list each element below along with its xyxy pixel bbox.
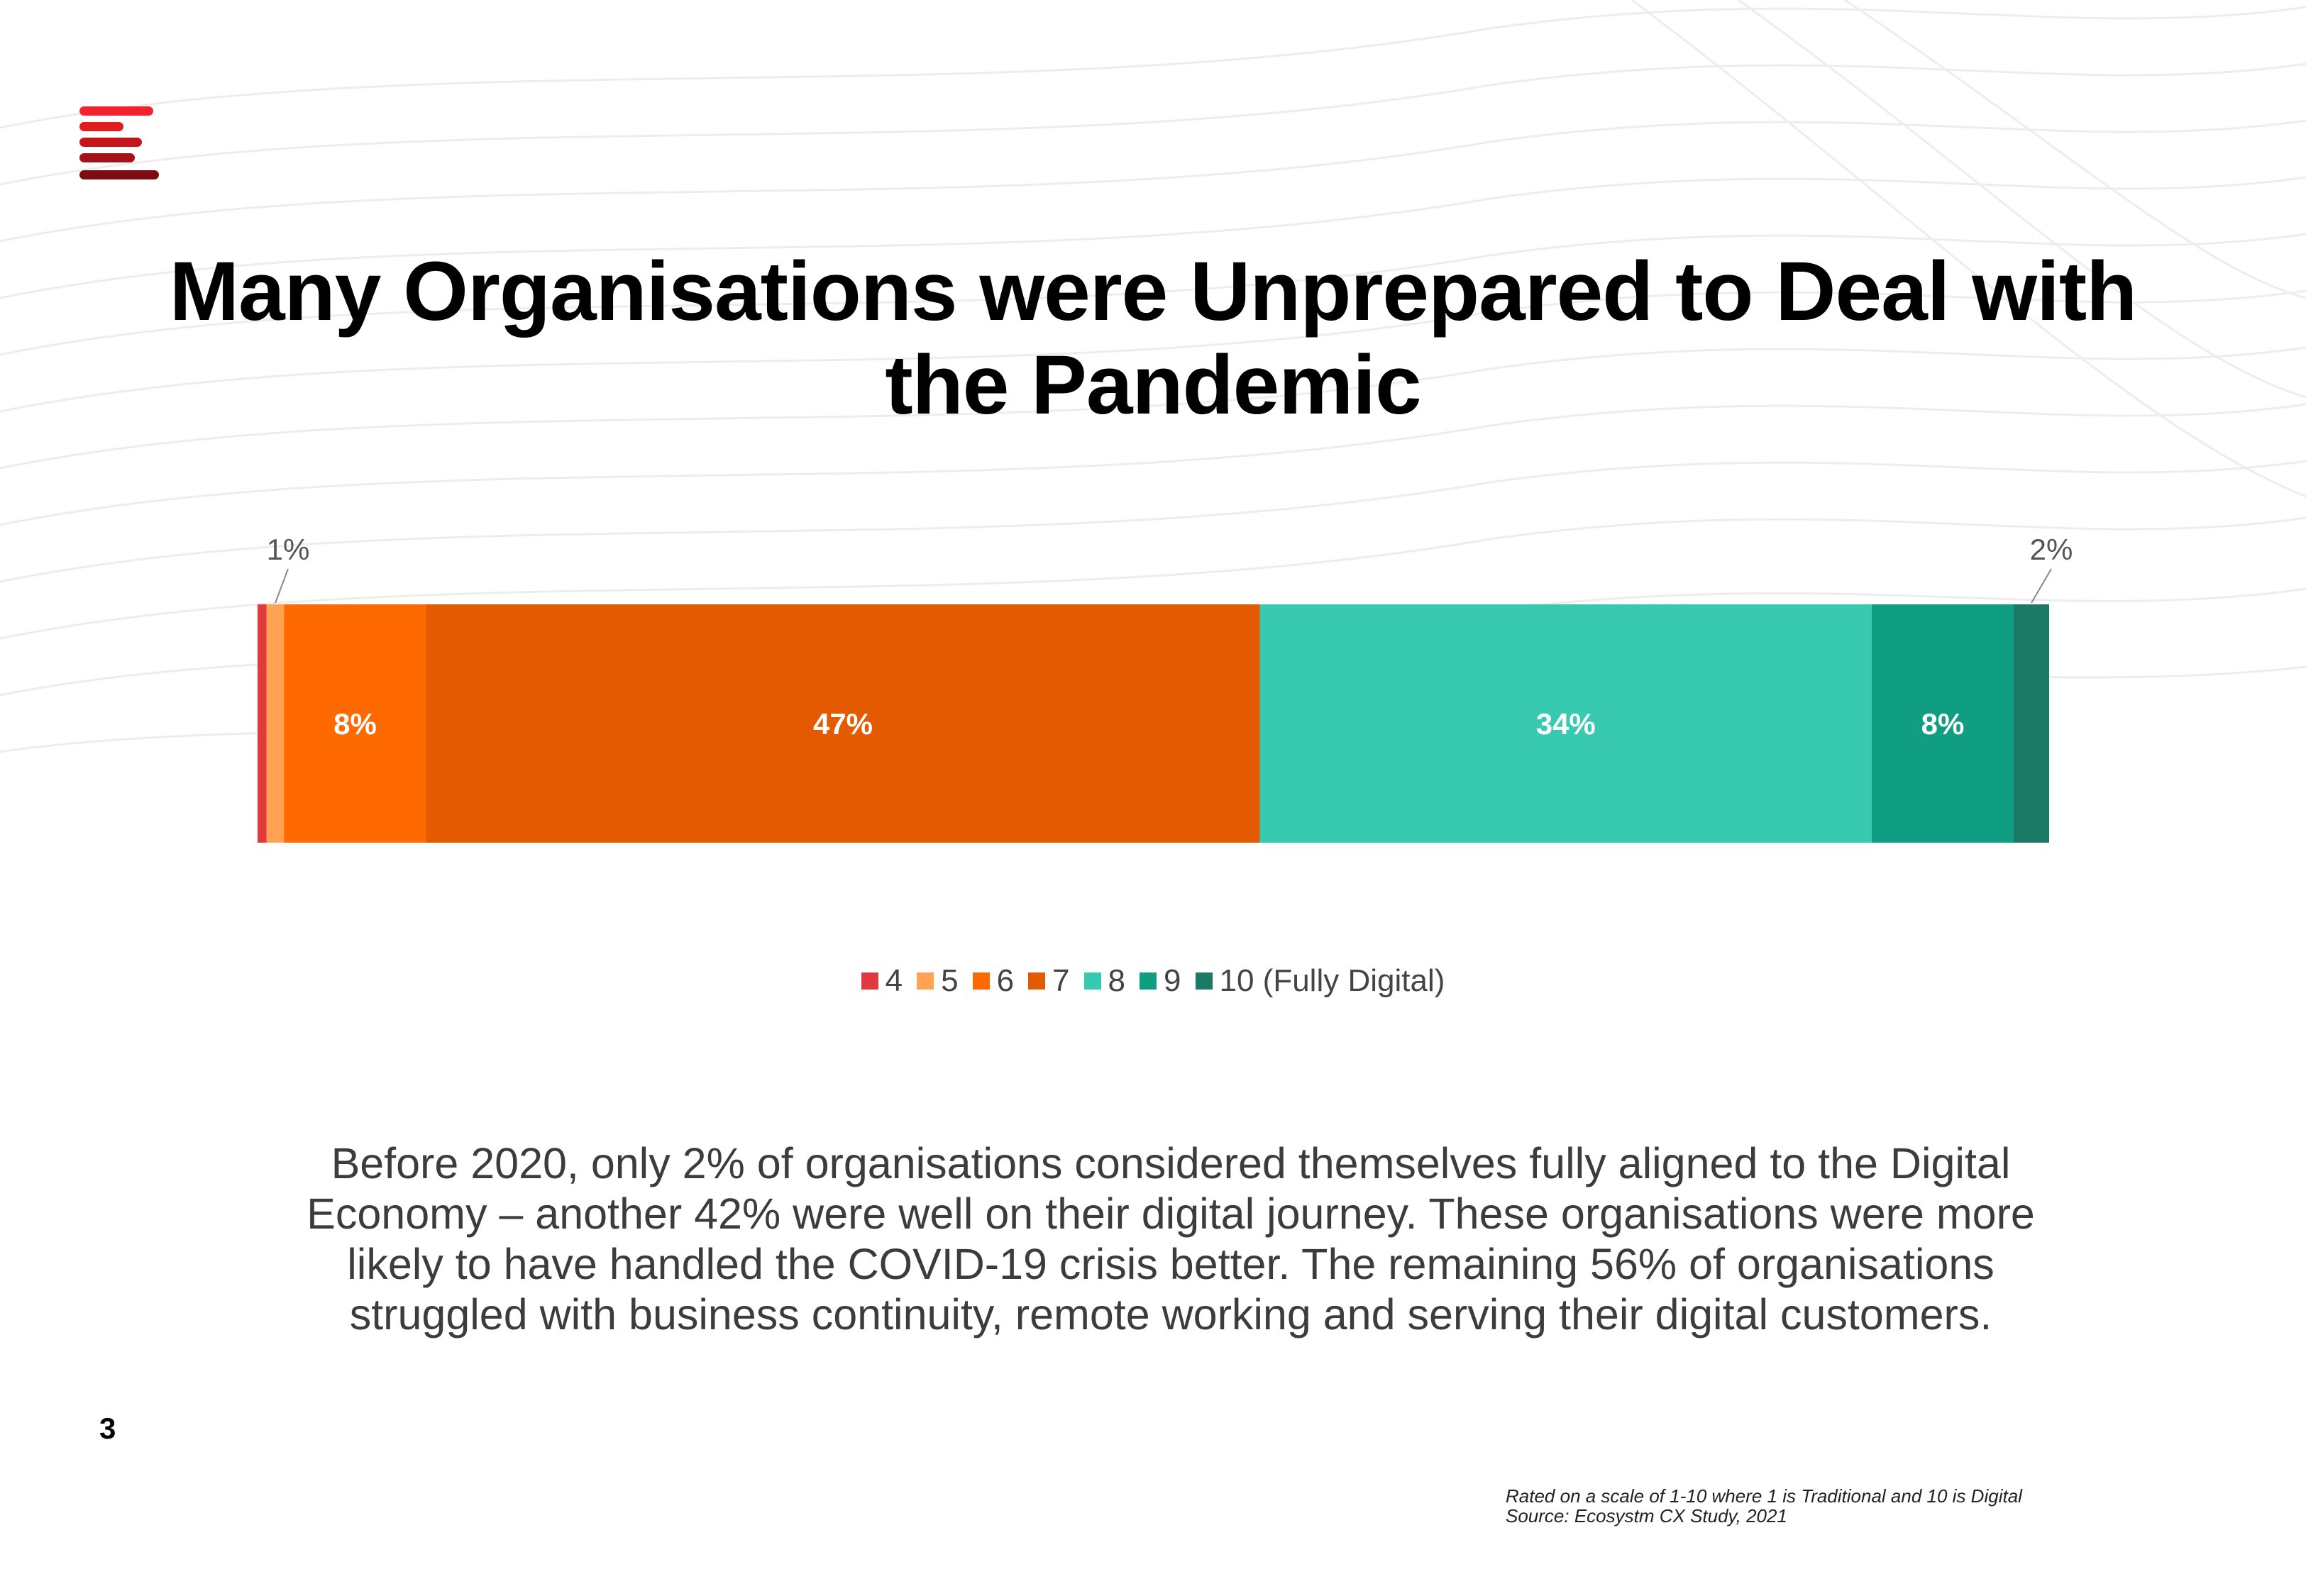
slide-title: Many Organisations were Unprepared to De… <box>169 245 2138 432</box>
bar-segment-9 <box>1872 604 2014 843</box>
legend-swatch <box>1083 972 1101 990</box>
leader-line-5 <box>275 568 289 604</box>
legend-label: 4 <box>885 963 903 998</box>
bar-segment-10 <box>2014 604 2049 843</box>
bar-segment-8 <box>1259 604 1872 843</box>
legend-swatch <box>1195 972 1213 990</box>
legend-item-8: 8 <box>1083 963 1126 999</box>
legend-item-10: 10 (Fully Digital) <box>1195 963 1445 999</box>
legend-item-5: 5 <box>917 963 959 999</box>
legend-item-9: 9 <box>1140 963 1181 999</box>
legend-swatch <box>972 972 990 990</box>
bar-segment-7 <box>426 604 1260 843</box>
logo-bar <box>79 138 142 147</box>
legend-swatch <box>861 972 878 990</box>
summary-text: Before 2020, only 2% of organisations co… <box>307 1139 2035 1339</box>
legend-label: 8 <box>1108 963 1126 998</box>
data-label-5: 1% <box>267 533 310 566</box>
logo-bar <box>79 153 135 162</box>
footnote-scale: Rated on a scale of 1-10 where 1 is Trad… <box>1506 1485 2022 1507</box>
bar-segment-6 <box>284 604 426 843</box>
bar-segment-5 <box>266 604 285 843</box>
logo-bar <box>79 106 153 116</box>
footnote: Rated on a scale of 1-10 where 1 is Trad… <box>1506 1486 2022 1526</box>
legend-swatch <box>917 972 934 990</box>
data-label-10: 2% <box>2030 533 2073 566</box>
data-label-8: 34% <box>1536 707 1596 741</box>
page-number: 3 <box>99 1412 116 1445</box>
brand-logo <box>79 106 159 186</box>
legend-item-6: 6 <box>972 963 1015 999</box>
legend-swatch <box>1140 972 1157 990</box>
data-label-9: 8% <box>1921 707 1965 741</box>
bar-segment-4 <box>258 604 267 843</box>
legend-label: 9 <box>1164 963 1181 998</box>
logo-bar <box>79 122 123 131</box>
legend-label: 5 <box>941 963 959 998</box>
legend-label: 10 (Fully Digital) <box>1219 963 1445 998</box>
footnote-source: Source: Ecosystm CX Study, 2021 <box>1506 1505 1787 1526</box>
stacked-bar-chart: 1% 8% 47% 34% 8% 2% <box>258 533 2073 843</box>
legend-label: 7 <box>1052 963 1070 998</box>
leader-line-10 <box>2031 568 2052 604</box>
legend-item-4: 4 <box>861 963 903 999</box>
chart-legend: 4 5 6 7 8 9 10 (Fully Digital) <box>0 963 2306 999</box>
legend-swatch <box>1028 972 1046 990</box>
legend-item-7: 7 <box>1028 963 1070 999</box>
data-label-6: 8% <box>333 707 377 741</box>
data-label-7: 47% <box>813 707 873 741</box>
legend-label: 6 <box>996 963 1015 998</box>
logo-bar <box>79 170 159 179</box>
